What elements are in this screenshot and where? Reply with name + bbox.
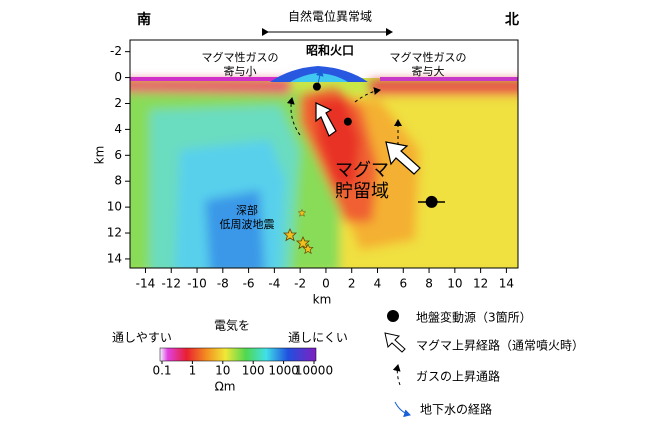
star xyxy=(295,236,311,250)
water-arrow xyxy=(315,69,324,85)
x-tick-label: 2 xyxy=(348,277,356,291)
north-label: 北 xyxy=(505,12,519,28)
earthquakes xyxy=(282,208,314,255)
x-tick-label: -6 xyxy=(243,277,255,291)
annotation: 貯留域 xyxy=(335,181,389,202)
y-tick-label: 0 xyxy=(114,70,122,84)
legend-label: 地盤変動源（3箇所） xyxy=(416,310,532,325)
south-label: 南 xyxy=(137,11,151,28)
annotation: 昭和火口 xyxy=(306,43,354,58)
legend-label: 地下水の経路 xyxy=(420,402,492,417)
x-tick-label: 8 xyxy=(425,277,433,291)
colorbar-tick-label: 10000 xyxy=(295,364,333,378)
x-tick-label: -12 xyxy=(161,277,181,291)
colorbar xyxy=(159,347,317,362)
x-axis-label: km xyxy=(313,293,332,307)
top-label: 自然電位異常域 xyxy=(288,9,372,24)
legend-gas-arrow xyxy=(392,364,401,386)
overlays xyxy=(282,69,445,255)
deformation-source xyxy=(425,195,438,208)
gas-arrow xyxy=(286,97,301,136)
resistivity-field xyxy=(130,66,518,268)
colorbar-low-label: 通しやすい xyxy=(112,331,172,345)
annotation: 深部 xyxy=(236,203,258,217)
legend-water-arrow xyxy=(394,401,411,418)
colorbar-tick-label: 1 xyxy=(189,364,197,378)
colorbar-high-label: 通しにくい xyxy=(288,331,348,345)
colorbar-title: 電気を xyxy=(214,318,250,333)
magma-arrow xyxy=(385,141,421,175)
colorbar-tick-label: 10 xyxy=(215,364,230,378)
x-tick-label: -8 xyxy=(217,277,229,291)
x-tick-label: -14 xyxy=(136,277,156,291)
annotation: マグマ性ガスの xyxy=(390,50,467,64)
legend-label: マグマ上昇経路（通常噴火時） xyxy=(416,338,584,353)
colorbar-tick-label: 1000 xyxy=(268,364,299,378)
y-tick-label: 12 xyxy=(107,226,122,240)
y-tick-label: 14 xyxy=(107,251,122,265)
x-tick-label: 6 xyxy=(399,277,407,291)
deformation-source xyxy=(312,82,321,91)
plot-frame xyxy=(129,39,519,269)
annotation: 低周波地震 xyxy=(220,218,275,231)
star xyxy=(302,243,314,255)
x-tick-label: 10 xyxy=(447,277,462,291)
annotation: マグマ xyxy=(335,160,389,181)
x-tick-label: -4 xyxy=(268,277,280,291)
legend-marker xyxy=(387,310,399,322)
annotation: 寄与大 xyxy=(412,64,445,78)
colorbar-tick-label: 100 xyxy=(242,364,265,378)
magma-arrow xyxy=(315,102,337,137)
annotation: 寄与小 xyxy=(224,64,257,78)
y-tick-label: -2 xyxy=(110,44,122,58)
y-tick-label: 10 xyxy=(107,200,122,214)
deformation-source xyxy=(343,117,352,126)
annotation: マグマ性ガスの xyxy=(202,50,279,64)
x-tick-label: 0 xyxy=(322,277,330,291)
x-tick-label: 14 xyxy=(499,277,514,291)
star xyxy=(297,208,307,217)
x-tick-label: -10 xyxy=(187,277,207,291)
y-tick-label: 4 xyxy=(114,122,122,136)
star xyxy=(282,228,298,242)
y-tick-label: 2 xyxy=(114,96,122,110)
colorbar-tick-label: 0.1 xyxy=(152,364,171,378)
legend-label: ガスの上昇通路 xyxy=(416,369,500,384)
legend-magma-arrow xyxy=(384,332,406,353)
colorbar-unit: Ωm xyxy=(215,380,236,394)
x-tick-label: 4 xyxy=(374,277,382,291)
x-tick-label: -2 xyxy=(294,277,306,291)
y-tick-label: 6 xyxy=(114,148,122,162)
y-tick-label: 8 xyxy=(114,174,122,188)
y-axis-label: km xyxy=(93,146,107,165)
gas-arrow xyxy=(354,87,381,103)
x-tick-label: 12 xyxy=(473,277,488,291)
